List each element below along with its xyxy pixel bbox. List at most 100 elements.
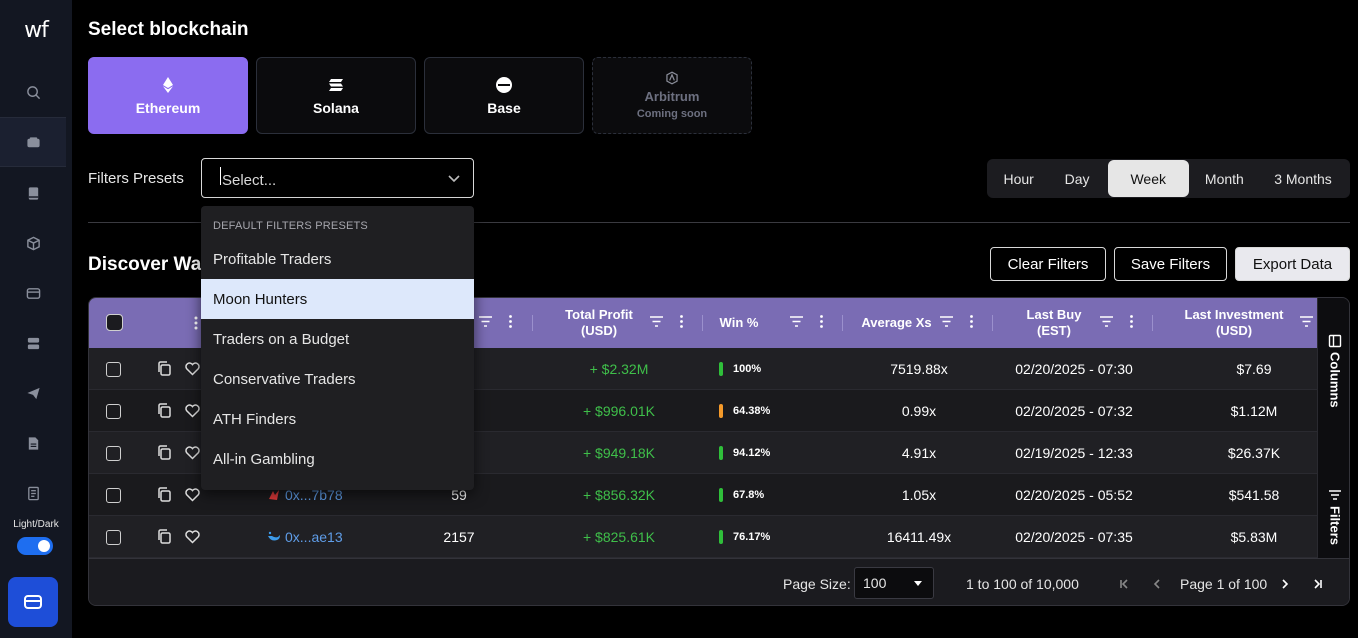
last-page-icon xyxy=(1314,578,1322,589)
previous-page-button[interactable] xyxy=(1151,559,1163,605)
total-profit-cell: + $856.32K xyxy=(582,487,655,503)
book-icon[interactable] xyxy=(0,168,66,218)
preset-option-moon-hunters[interactable]: Moon Hunters xyxy=(201,279,474,319)
win-rate-bar xyxy=(719,362,723,376)
send-icon[interactable] xyxy=(0,368,66,418)
total-profit-header[interactable]: Total Profit (USD) xyxy=(539,298,659,348)
columns-icon xyxy=(1328,334,1342,348)
column-menu-icon[interactable] xyxy=(674,314,689,329)
filter-icon[interactable] xyxy=(789,314,804,329)
timeframe-week[interactable]: Week xyxy=(1107,160,1189,197)
wallet-address-link[interactable]: 0x...ae13 xyxy=(285,529,343,545)
chain-solana-button[interactable]: Solana xyxy=(256,57,416,134)
last-buy-header[interactable]: Last Buy (EST) xyxy=(999,298,1109,348)
filter-icon[interactable] xyxy=(478,314,493,329)
save-filters-button[interactable]: Save Filters xyxy=(1114,247,1227,281)
win-rate-bar xyxy=(719,530,723,544)
preset-option-ath-finders[interactable]: ATH Finders xyxy=(213,410,297,428)
win-rate-value: 67.8% xyxy=(733,489,765,501)
preset-option-all-in-gambling[interactable]: All-in Gambling xyxy=(213,450,315,468)
connect-wallet-button[interactable] xyxy=(8,577,58,627)
timeframe-day[interactable]: Day xyxy=(1064,170,1090,187)
last-investment-column-controls xyxy=(1299,314,1314,329)
select-all-checkbox[interactable] xyxy=(106,314,123,331)
column-menu-icon[interactable] xyxy=(503,314,518,329)
export-data-button[interactable]: Export Data xyxy=(1235,247,1350,281)
copy-icon[interactable] xyxy=(156,528,173,545)
timeframe-hour[interactable]: Hour xyxy=(1003,170,1034,187)
chain-label: Solana xyxy=(313,99,359,116)
app-logo[interactable]: wf xyxy=(24,18,49,43)
copy-icon[interactable] xyxy=(156,486,173,503)
receipt-icon[interactable] xyxy=(0,468,66,518)
document-icon[interactable] xyxy=(0,418,66,468)
columns-panel-button[interactable]: Columns xyxy=(1318,334,1349,408)
average-xs-header[interactable]: Average Xs xyxy=(861,315,932,330)
copy-icon[interactable] xyxy=(156,444,173,461)
column-menu-icon[interactable] xyxy=(814,314,829,329)
server-icon[interactable] xyxy=(0,318,66,368)
total-profit-cell: + $996.01K xyxy=(582,403,655,419)
cube-icon[interactable] xyxy=(0,218,66,268)
preset-option-traders-on-a-budget[interactable]: Traders on a Budget xyxy=(213,330,350,348)
wallet-icon[interactable] xyxy=(0,117,66,167)
filter-icon[interactable] xyxy=(939,314,954,329)
theme-toggle[interactable] xyxy=(17,537,53,555)
chain-ethereum-button[interactable]: Ethereum xyxy=(88,57,248,134)
wallets-table: Total Profit (USD) Win % Average Xs Last… xyxy=(88,297,1350,606)
timeframe-selector: Hour Day Week Month 3 Months xyxy=(987,159,1350,198)
table-row[interactable]: 0x...ae13 2157 + $825.61K 76.17% 16411.4… xyxy=(89,516,1317,558)
preset-option-conservative-traders[interactable]: Conservative Traders xyxy=(213,370,356,388)
arbitrum-icon xyxy=(666,71,678,85)
column-menu-icon[interactable] xyxy=(189,315,203,331)
heart-icon[interactable] xyxy=(184,486,201,503)
heart-icon[interactable] xyxy=(184,360,201,377)
filters-panel-button[interactable]: Filters xyxy=(1318,488,1349,546)
last-page-button[interactable] xyxy=(1312,559,1324,605)
last-investment-cell: $26.37K xyxy=(1227,445,1281,461)
filter-icon[interactable] xyxy=(1099,314,1114,329)
heart-icon[interactable] xyxy=(184,402,201,419)
whale-icon xyxy=(268,531,280,541)
last-buy-cell: 02/20/2025 - 07:32 xyxy=(1015,403,1133,419)
heart-icon[interactable] xyxy=(184,528,201,545)
card-icon[interactable] xyxy=(0,268,66,318)
search-icon[interactable] xyxy=(0,67,66,117)
filters-presets-select[interactable]: Select... xyxy=(201,158,474,198)
filters-label: Filters xyxy=(1327,506,1343,546)
filters-presets-label: Filters Presets xyxy=(88,170,184,187)
win-percent-cell: 67.8% xyxy=(719,474,764,516)
page-size-label: Page Size: xyxy=(783,575,851,592)
row-checkbox[interactable] xyxy=(106,530,121,545)
last-investment-cell: $7.69 xyxy=(1236,361,1272,377)
page-size-select[interactable]: 100 xyxy=(854,567,934,599)
timeframe-3-months[interactable]: 3 Months xyxy=(1274,170,1332,187)
filter-icon[interactable] xyxy=(1299,314,1314,329)
row-checkbox[interactable] xyxy=(106,362,121,377)
timeframe-month[interactable]: Month xyxy=(1204,170,1244,187)
copy-icon[interactable] xyxy=(156,402,173,419)
clear-filters-button[interactable]: Clear Filters xyxy=(990,247,1106,281)
first-page-button[interactable] xyxy=(1118,559,1130,605)
row-checkbox[interactable] xyxy=(106,488,121,503)
next-page-button[interactable] xyxy=(1279,559,1291,605)
win-percent-header[interactable]: Win % xyxy=(719,315,759,330)
divider xyxy=(88,222,1350,223)
row-checkbox[interactable] xyxy=(106,404,121,419)
sidebar: wf Light/Dark xyxy=(0,0,72,638)
preset-option-profitable-traders[interactable]: Profitable Traders xyxy=(213,250,332,268)
copy-icon[interactable] xyxy=(156,360,173,377)
last-buy-cell: 02/20/2025 - 05:52 xyxy=(1015,487,1133,503)
heart-icon[interactable] xyxy=(184,444,201,461)
column-menu-icon[interactable] xyxy=(964,314,979,329)
chain-base-button[interactable]: Base xyxy=(424,57,584,134)
column-menu-icon[interactable] xyxy=(1124,314,1139,329)
page-title: Select blockchain xyxy=(88,19,249,40)
wallet-address-link[interactable]: 0x...7b78 xyxy=(285,487,343,503)
filter-icon xyxy=(1329,490,1341,500)
text-caret xyxy=(220,167,221,185)
last-investment-header[interactable]: Last Investment (USD) xyxy=(1164,298,1304,348)
filter-icon[interactable] xyxy=(649,314,664,329)
row-checkbox[interactable] xyxy=(106,446,121,461)
chevron-down-icon xyxy=(448,175,460,183)
